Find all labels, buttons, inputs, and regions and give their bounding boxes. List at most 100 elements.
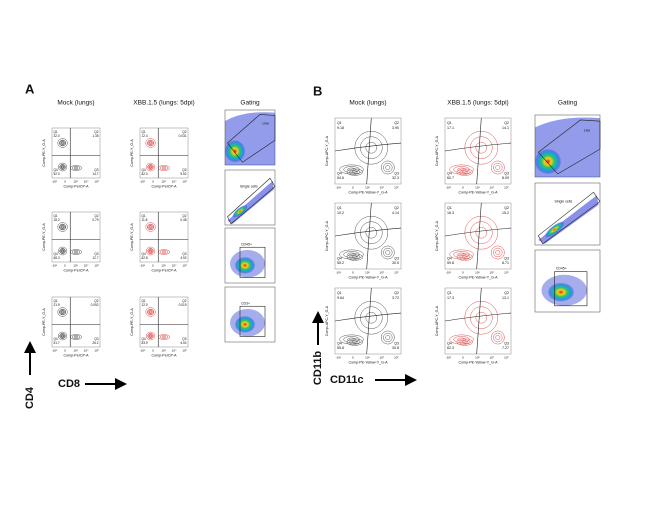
contour [61,310,64,314]
column-header: Gating [240,100,260,107]
contour [60,310,65,314]
x-tick-label: 0 [352,355,354,359]
quadrant-value: 82.8 [141,256,147,260]
x-axis-label: Comp-PE-Yellow-Y_G-A [348,360,388,364]
contour [147,309,154,315]
x-tick-label: -10³ [52,263,57,267]
contour [365,226,378,239]
x-axis-label: Comp-PerCP-A [152,184,178,188]
contour [161,335,167,339]
x-tick-label: 10⁵ [182,263,187,267]
plot-frame [334,117,402,185]
quadrant-name: Q3 [182,337,186,341]
quadrant-value: 13.1 [502,296,509,300]
contour [71,166,81,170]
contour [59,248,66,254]
quadrant-value: 0.031 [179,134,187,138]
contour [385,335,391,340]
plot-frame [444,202,512,270]
quadrant-value: 30.5 [392,261,399,265]
quadrant-name: Q1 [447,206,452,210]
quadrant-value: 10.2 [337,211,344,215]
contour [60,334,65,338]
x-tick-label: 10⁴ [380,270,385,274]
quadrant-name: Q4 [447,171,452,175]
contour [149,141,152,145]
contour [61,334,64,338]
x-tick-label: 10⁵ [394,355,399,359]
x-tick-label: 10⁴ [380,355,385,359]
gate-line [444,312,512,322]
contour [459,169,471,175]
x-tick-label: 0 [64,179,66,183]
x-tick-label: 10⁴ [84,348,89,352]
quadrant-name: Q1 [447,291,452,295]
x-tick-label: 10³ [475,355,479,359]
contour [147,140,154,146]
quadrant-name: Q4 [447,341,452,345]
contour [60,249,65,253]
x-tick-label: 10⁴ [380,185,385,189]
contour [147,139,155,147]
quadrant-value: 21.9 [53,303,59,307]
contour [490,160,505,175]
x-tick-label: 10⁴ [84,263,89,267]
contour [385,165,391,170]
quadrant-value: 0.092 [91,303,99,307]
contour [490,245,505,260]
contour [354,130,389,165]
gating-plot: Single cells [534,182,601,246]
x-axis-label: Comp-PerCP-A [152,353,178,357]
gate [227,177,276,225]
x-tick-label: 10⁵ [94,263,99,267]
x-tick-label: 10⁵ [394,185,399,189]
quadrant-name: Q3 [394,171,399,175]
contour [73,166,79,170]
contour [147,224,154,230]
gate-line [366,202,372,270]
gate-label: Live [584,128,590,132]
x-tick-label: -10³ [336,185,341,189]
contour [346,253,363,261]
contour [493,332,503,343]
quadrant-value: 83.9 [141,341,147,345]
x-tick-label: 10⁵ [182,179,187,183]
quadrant-name: Q4 [141,337,145,341]
quadrant-value: 16.3 [447,211,454,215]
contour [149,249,152,253]
quadrant-name: Q2 [182,299,186,303]
plot-frame [224,227,276,284]
contour [385,250,391,255]
quadrant-name: Q4 [53,252,57,256]
contour [347,167,356,172]
contour [380,330,395,345]
y-axis-label: Comp-APC-Y_G-A [435,305,439,336]
marker-y: CD11b [312,351,324,386]
y-axis-label: Comp-APC-Y_G-A [325,220,329,251]
contour [60,165,65,169]
contour [365,141,378,154]
contour [461,340,468,344]
column-header: Mock (lungs) [57,100,94,107]
x-tick-label: 10⁵ [504,185,509,189]
contour [145,162,156,172]
contour [61,249,64,253]
x-tick-label: 0 [462,270,464,274]
contour [57,222,68,232]
x-tick-label: -10³ [446,270,451,274]
quadrant-value: 26.2 [92,341,98,345]
contour [57,162,68,172]
contour [61,141,64,145]
x-tick-label: -10³ [336,270,341,274]
quadrant-value: 12.4 [141,134,147,138]
quadrant-value: 62.3 [447,346,454,350]
contour [495,250,501,255]
gate-line [444,227,512,237]
quadrant-value: 55.2 [337,261,344,265]
quadrant-name: Q2 [504,291,509,295]
